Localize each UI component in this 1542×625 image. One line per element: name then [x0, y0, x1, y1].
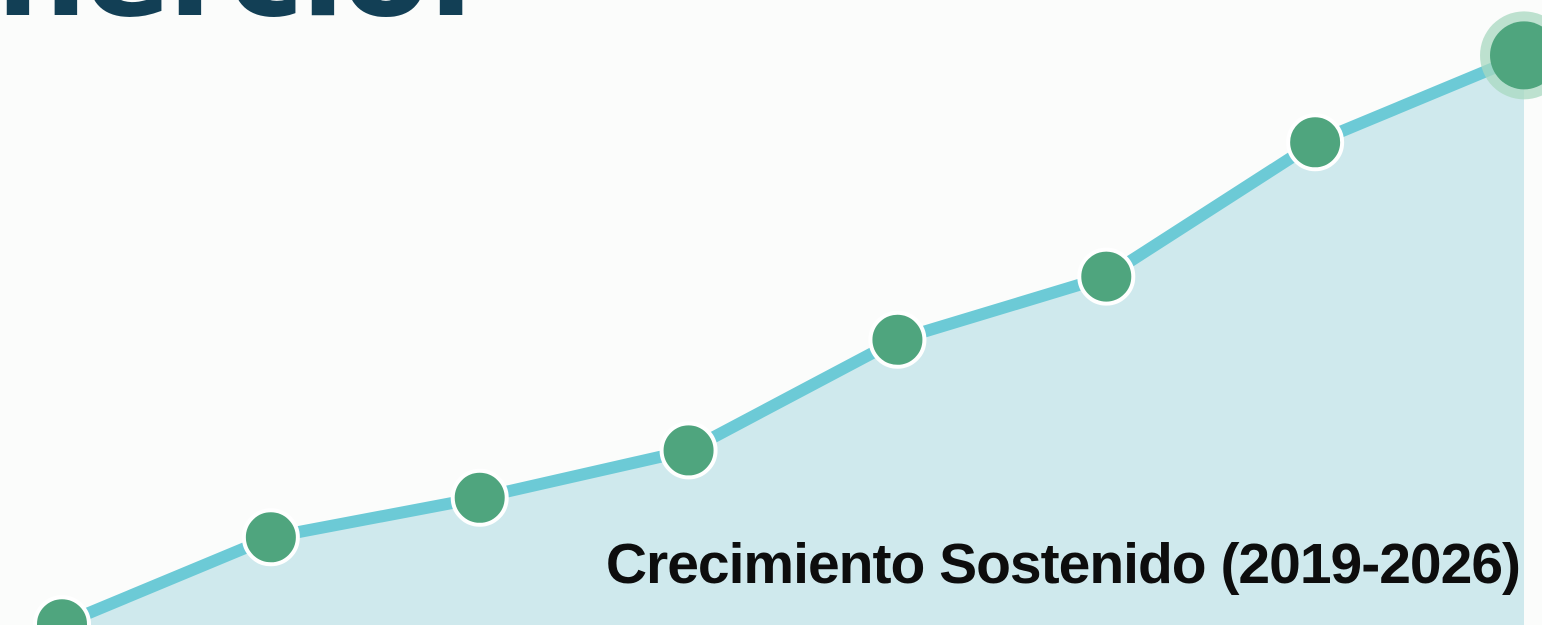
data-point-2024 — [1077, 247, 1136, 306]
data-point-2025 — [1286, 113, 1345, 172]
data-point-2020 — [241, 508, 300, 567]
series-line — [56, 49, 1530, 625]
data-point-2023 — [868, 310, 927, 369]
data-point-2026 — [1490, 21, 1542, 90]
data-point-2021 — [450, 468, 509, 527]
chart-title: Crecimiento Sostenido (2019-2026) — [605, 532, 1521, 596]
headline-text: nercio. — [0, 0, 475, 36]
chart-area-fill — [62, 55, 1524, 625]
data-point-2022 — [659, 421, 718, 480]
data-point-2019 — [33, 595, 91, 625]
